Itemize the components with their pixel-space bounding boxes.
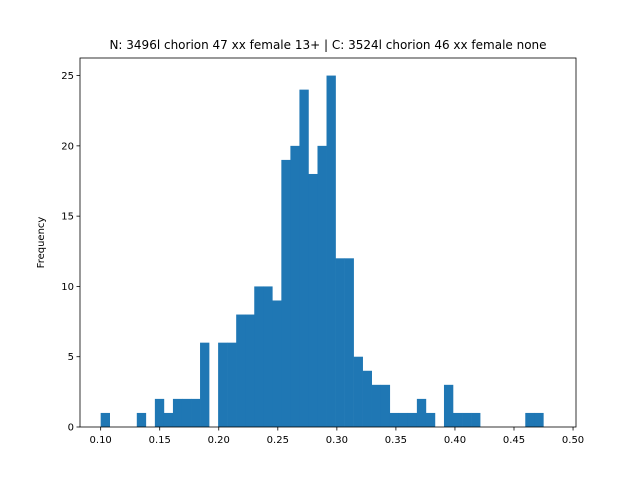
histogram-bar <box>462 412 472 427</box>
x-axis-ticks: 0.10 0.15 0.20 0.25 0.30 0.35 0.40 0.45 0.50 <box>90 427 584 446</box>
y-tick-label: 0 <box>68 423 74 434</box>
histogram-bar <box>299 89 309 427</box>
x-tick-label: 0.30 <box>326 435 348 446</box>
histogram-bar <box>218 342 228 427</box>
y-tick-label: 25 <box>61 71 74 82</box>
histogram-bar <box>100 412 110 427</box>
y-axis-ticks: 0 5 10 15 20 25 <box>61 71 80 434</box>
histogram-bar <box>362 370 372 427</box>
histogram-bar <box>227 342 237 427</box>
histogram-bar <box>200 342 210 427</box>
x-tick-label: 0.25 <box>267 435 289 446</box>
histogram-bar <box>290 145 300 428</box>
histogram-bar <box>136 412 147 427</box>
histogram-bar <box>254 286 264 427</box>
histogram-bar <box>263 286 273 427</box>
histogram-bar <box>525 412 535 427</box>
histogram-bar <box>191 398 201 427</box>
histogram-bar <box>398 412 409 427</box>
histogram-bar <box>281 159 291 427</box>
histogram-bar <box>344 258 354 427</box>
histogram-bar <box>181 398 192 427</box>
x-tick-label: 0.15 <box>149 435 171 446</box>
histogram-bar <box>154 398 165 427</box>
x-tick-label: 0.40 <box>444 435 466 446</box>
histogram-bar <box>172 398 183 427</box>
plot-frame <box>79 57 577 428</box>
histogram-bar <box>272 300 282 427</box>
x-tick-label: 0.50 <box>562 435 584 446</box>
histogram-bar <box>245 314 255 427</box>
x-tick-label: 0.20 <box>208 435 230 446</box>
y-tick-label: 20 <box>61 141 74 152</box>
histogram-bar <box>163 412 174 427</box>
bars-layer <box>100 75 544 428</box>
y-tick-label: 10 <box>61 282 74 293</box>
chart-title: N: 3496l chorion 47 xx female 13+ | C: 3… <box>109 38 546 52</box>
y-axis-label: Frequency <box>36 217 47 269</box>
x-tick-label: 0.45 <box>503 435 525 446</box>
histogram-bar <box>317 145 327 428</box>
histogram-bar <box>335 258 345 427</box>
histogram-bar <box>425 412 436 427</box>
histogram-bar <box>416 398 427 427</box>
histogram-bar <box>371 384 382 427</box>
histogram-bar <box>326 75 336 427</box>
histogram-bar <box>353 356 363 427</box>
histogram-bar <box>236 314 246 427</box>
histogram-bar <box>534 412 544 427</box>
y-tick-label: 15 <box>61 212 74 223</box>
histogram-bar <box>471 412 481 427</box>
x-tick-label: 0.35 <box>385 435 407 446</box>
histogram-bar <box>380 384 391 427</box>
histogram-bar <box>443 384 454 427</box>
y-tick-label: 5 <box>68 352 74 363</box>
histogram-bar <box>308 173 318 427</box>
x-tick-label: 0.10 <box>90 435 112 446</box>
histogram-bar <box>407 412 418 427</box>
histogram-bar <box>389 412 400 427</box>
histogram-bar <box>453 412 463 427</box>
